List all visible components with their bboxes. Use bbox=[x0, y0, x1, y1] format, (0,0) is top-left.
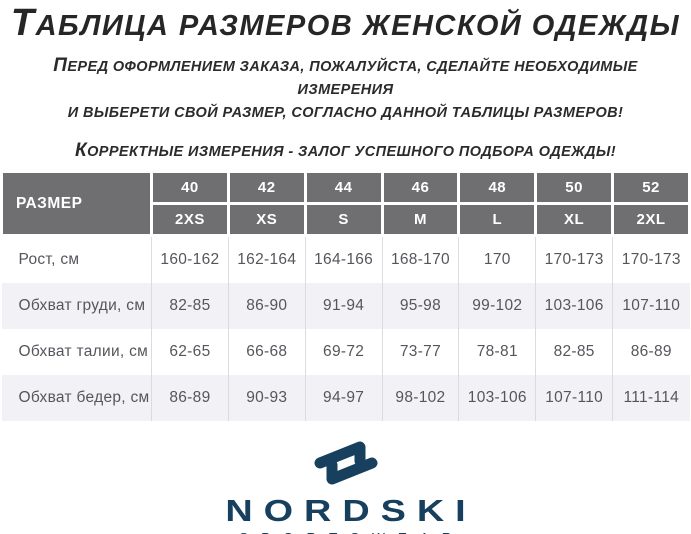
value-cell: 103-106 bbox=[535, 283, 613, 329]
nordski-n-icon bbox=[314, 441, 377, 485]
value-cell: 107-110 bbox=[612, 283, 690, 329]
row-label: Обхват талии, см bbox=[18, 343, 149, 360]
value-cell: 164-166 bbox=[304, 235, 383, 283]
value-cell: 103-106 bbox=[458, 375, 536, 421]
brand-tagline: SPORTSWEAR bbox=[226, 531, 464, 534]
size-number-cell: 52 bbox=[611, 170, 691, 205]
size-letter-cell: XS bbox=[226, 202, 307, 237]
value-cell: 111-114 bbox=[612, 375, 690, 421]
note-text: КОРРЕКТНЫЕ ИЗМЕРЕНИЯ - ЗАЛОГ УСПЕШНОГО П… bbox=[75, 140, 616, 161]
size-letter-cell: 2XS bbox=[150, 202, 230, 237]
value-cell: 95-98 bbox=[381, 283, 459, 329]
intro-line-1: ПЕРЕД ОФОРМЛЕНИЕМ ЗАКАЗА, ПОЖАЛУЙСТА, СД… bbox=[53, 55, 638, 98]
nordski-logo: NORDSKI SPORTSWEAR bbox=[0, 434, 691, 534]
brand-wordmark: NORDSKI bbox=[225, 493, 477, 528]
value-cell: 82-85 bbox=[535, 329, 613, 375]
size-number-cell: 42 bbox=[226, 170, 307, 205]
value-cell: 107-110 bbox=[535, 375, 613, 421]
row-label: Рост, см bbox=[18, 251, 80, 268]
size-number-cell: 50 bbox=[534, 170, 615, 205]
value-cell: 69-72 bbox=[304, 329, 383, 375]
size-letter-header-row: 2XS XS S M L XL 2XL bbox=[2, 202, 691, 237]
size-number-cell: 48 bbox=[457, 170, 538, 205]
value-cell: 170-173 bbox=[535, 235, 613, 283]
size-number-cell: 44 bbox=[303, 170, 384, 205]
row-label: Обхват бедер, см bbox=[1, 375, 152, 421]
value-cell: 170-173 bbox=[612, 235, 690, 283]
size-letter-cell: S bbox=[303, 202, 384, 237]
intro-line-2: И ВЫБЕРЕТИ СВОЙ РАЗМЕР, СОГЛАСНО ДАННОЙ … bbox=[67, 105, 624, 121]
corner-header-razmer: РАЗМЕР bbox=[0, 170, 153, 237]
intro-text: ПЕРЕД ОФОРМЛЕНИЕМ ЗАКАЗА, ПОЖАЛУЙСТА, СД… bbox=[10, 54, 681, 125]
value-cell: 170 bbox=[458, 235, 536, 283]
value-cell: 90-93 bbox=[227, 375, 306, 421]
size-letter-cell: 2XL bbox=[611, 202, 691, 237]
value-cell: 160-162 bbox=[151, 235, 229, 283]
size-number-header-row: РАЗМЕР 40 42 44 46 48 50 52 bbox=[0, 170, 691, 237]
value-cell: 62-65 bbox=[151, 329, 229, 375]
value-cell: 168-170 bbox=[381, 235, 459, 283]
size-table: РАЗМЕР 40 42 44 46 48 50 52 2XS XS S M L… bbox=[0, 170, 691, 421]
table-row-waist: Обхват талии, см 62-65 66-68 69-72 73-77… bbox=[2, 329, 690, 375]
page-title: ТАБЛИЦА РАЗМЕРОВ ЖЕНСКОЙ ОДЕЖДЫ bbox=[10, 2, 681, 44]
size-letter-cell: L bbox=[457, 202, 538, 237]
size-letter-cell: XL bbox=[534, 202, 615, 237]
value-cell: 94-97 bbox=[304, 375, 383, 421]
size-number-cell: 46 bbox=[380, 170, 461, 205]
value-cell: 98-102 bbox=[381, 375, 459, 421]
row-label: Обхват груди, см bbox=[1, 283, 152, 329]
value-cell: 73-77 bbox=[381, 329, 459, 375]
value-cell: 86-89 bbox=[151, 375, 229, 421]
value-cell: 82-85 bbox=[151, 283, 229, 329]
value-cell: 86-90 bbox=[227, 283, 306, 329]
table-row-chest: Обхват груди, см 82-85 86-90 91-94 95-98… bbox=[1, 283, 690, 329]
value-cell: 99-102 bbox=[458, 283, 536, 329]
table-row-height: Рост, см 160-162 162-164 164-166 168-170… bbox=[2, 235, 690, 283]
table-row-hips: Обхват бедер, см 86-89 90-93 94-97 98-10… bbox=[1, 375, 690, 421]
size-letter-cell: M bbox=[380, 202, 461, 237]
value-cell: 91-94 bbox=[304, 283, 383, 329]
value-cell: 86-89 bbox=[612, 329, 690, 375]
value-cell: 78-81 bbox=[458, 329, 536, 375]
value-cell: 66-68 bbox=[227, 329, 306, 375]
size-number-cell: 40 bbox=[150, 170, 230, 205]
value-cell: 162-164 bbox=[227, 235, 306, 283]
